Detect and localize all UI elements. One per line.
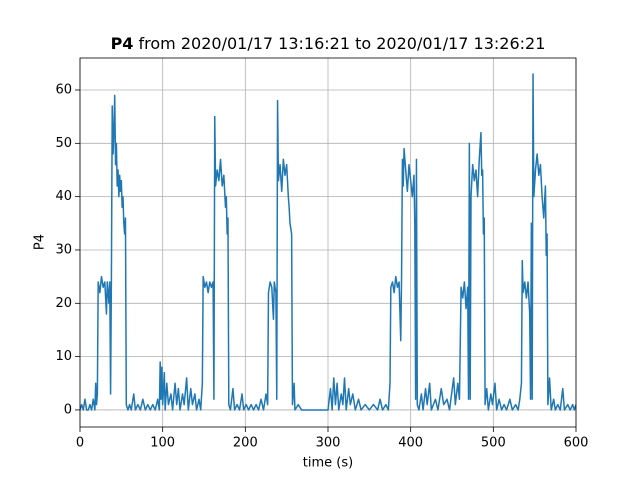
y-tick-label: 20 xyxy=(55,296,72,311)
y-tick-label: 40 xyxy=(55,189,72,204)
title-rest: from 2020/01/17 13:16:21 to 2020/01/17 1… xyxy=(139,34,546,53)
y-tick-label: 10 xyxy=(55,349,72,364)
x-tick-label: 400 xyxy=(398,436,423,451)
x-tick-label: 600 xyxy=(564,436,589,451)
x-axis-label: time (s) xyxy=(303,456,353,471)
y-tick-label: 50 xyxy=(55,136,72,151)
chart-title: P4 from 2020/01/17 13:16:21 to 2020/01/1… xyxy=(111,34,546,53)
x-tick-label: 100 xyxy=(150,436,175,451)
y-tick-label: 0 xyxy=(64,402,72,417)
y-tick-label: 60 xyxy=(55,82,72,97)
x-tick-label: 0 xyxy=(76,436,84,451)
y-tick-label: 30 xyxy=(55,242,72,257)
x-tick-label: 200 xyxy=(233,436,258,451)
data-line xyxy=(80,73,576,411)
title-bold: P4 xyxy=(111,34,134,53)
y-axis-label: P4 xyxy=(33,234,48,250)
x-tick-label: 300 xyxy=(316,436,341,451)
x-tick-label: 500 xyxy=(481,436,506,451)
plot-frame xyxy=(79,57,577,428)
